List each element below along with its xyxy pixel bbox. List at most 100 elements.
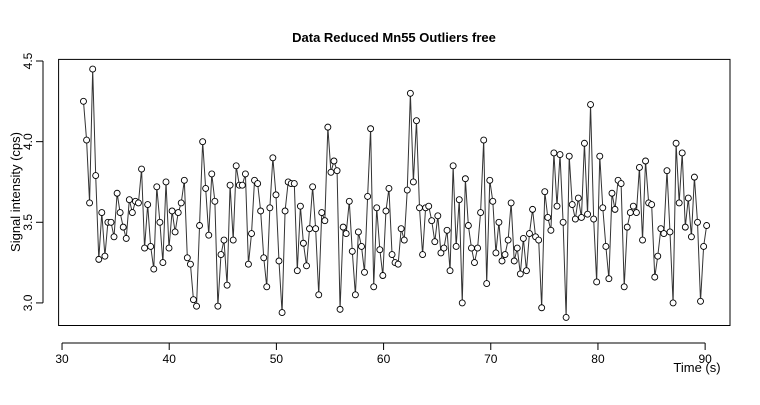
data-point xyxy=(455,196,463,204)
x-tick-label: 40 xyxy=(163,352,177,366)
x-tick-label: 50 xyxy=(270,352,284,366)
data-point xyxy=(92,172,100,179)
data-point xyxy=(694,218,701,226)
data-point xyxy=(312,225,320,233)
data-point xyxy=(504,236,512,244)
data-point xyxy=(678,149,686,157)
y-axis-label: Signal intensity (cps) xyxy=(8,132,23,252)
data-point xyxy=(403,186,411,194)
data-point xyxy=(364,193,372,200)
data-point xyxy=(244,260,252,268)
data-point xyxy=(605,275,613,283)
data-point xyxy=(596,152,604,160)
data-point xyxy=(626,209,634,217)
data-point xyxy=(107,218,115,226)
data-point xyxy=(642,157,649,165)
data-point xyxy=(354,228,362,236)
data-point xyxy=(269,154,277,162)
data-point xyxy=(306,225,313,233)
data-point xyxy=(263,283,271,291)
data-point xyxy=(458,299,466,307)
x-tick-label: 30 xyxy=(55,352,69,366)
data-point xyxy=(238,181,246,189)
data-point xyxy=(333,167,341,175)
data-point xyxy=(89,65,97,73)
data-point xyxy=(220,236,228,244)
data-point xyxy=(428,217,436,225)
data-point xyxy=(116,209,124,217)
data-point xyxy=(510,257,518,265)
data-point xyxy=(419,251,427,258)
data-point xyxy=(351,291,359,299)
data-point xyxy=(376,246,384,254)
data-point xyxy=(339,223,347,231)
data-point xyxy=(431,238,439,246)
data-point xyxy=(565,152,573,160)
data-point xyxy=(358,243,365,250)
data-point xyxy=(474,244,482,252)
data-point xyxy=(684,194,692,202)
data-point xyxy=(348,247,356,255)
data-point xyxy=(174,209,182,217)
data-point xyxy=(144,201,152,208)
data-point xyxy=(547,226,555,234)
data-point xyxy=(186,260,194,268)
data-point xyxy=(303,262,310,270)
data-point xyxy=(697,297,704,305)
data-point xyxy=(574,194,582,202)
data-point xyxy=(299,239,307,247)
data-point xyxy=(214,302,222,310)
y-tick-label: 3.5 xyxy=(21,214,35,231)
data-point xyxy=(138,165,146,173)
y-tick-label: 3.0 xyxy=(21,294,35,311)
data-point xyxy=(101,252,109,260)
data-point xyxy=(208,170,216,178)
data-point xyxy=(535,236,543,244)
data-point xyxy=(180,176,188,184)
data-point xyxy=(260,254,268,262)
data-point xyxy=(553,202,561,210)
data-point xyxy=(507,199,515,207)
data-point xyxy=(254,180,262,188)
data-point xyxy=(370,283,378,291)
data-point xyxy=(477,209,485,217)
data-point xyxy=(229,236,237,244)
data-point xyxy=(675,199,683,207)
data-point xyxy=(278,309,286,317)
data-point xyxy=(330,157,338,165)
data-point xyxy=(199,138,207,146)
data-point xyxy=(672,139,680,147)
data-point xyxy=(342,230,350,238)
data-point xyxy=(526,230,533,238)
y-tick-label: 4.0 xyxy=(21,133,35,150)
data-point xyxy=(580,139,588,147)
data-point xyxy=(687,233,695,241)
data-point xyxy=(620,283,628,291)
data-point xyxy=(165,244,173,252)
x-tick-label: 70 xyxy=(484,352,498,366)
data-point xyxy=(336,305,344,313)
data-point xyxy=(397,225,405,233)
data-point xyxy=(602,243,610,250)
data-point xyxy=(559,218,567,226)
data-point xyxy=(281,207,289,215)
data-point xyxy=(461,175,469,183)
data-point xyxy=(202,184,210,192)
data-point xyxy=(495,218,503,226)
data-point xyxy=(223,281,231,289)
data-point xyxy=(226,181,234,189)
data-point xyxy=(177,199,185,207)
data-point xyxy=(562,313,570,321)
data-point xyxy=(501,251,509,258)
data-point xyxy=(425,202,433,210)
data-point xyxy=(113,189,121,197)
data-point xyxy=(519,234,527,242)
plot-box xyxy=(58,58,731,327)
data-point xyxy=(523,267,530,275)
data-point xyxy=(413,117,420,125)
data-point xyxy=(211,197,219,205)
data-point xyxy=(623,223,631,231)
data-point xyxy=(516,270,524,278)
x-tick-label: 90 xyxy=(698,352,712,366)
data-point xyxy=(657,225,665,233)
